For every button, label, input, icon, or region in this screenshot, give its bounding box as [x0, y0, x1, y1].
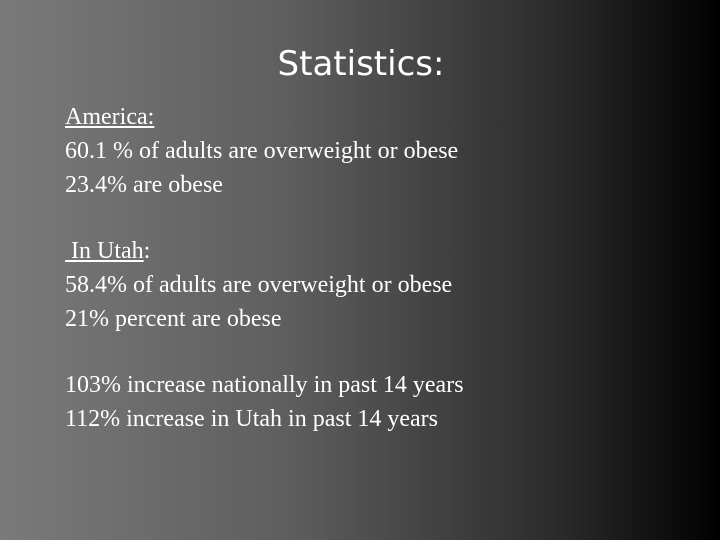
utah-section: In Utah: 58.4% of adults are overweight …	[65, 234, 452, 336]
america-stat-overweight: 60.1 % of adults are overweight or obese	[65, 138, 459, 164]
america-heading-colon: :	[147, 104, 155, 130]
america-stat-obese: 23.4% are obese	[65, 172, 223, 198]
trend-national: 103% increase nationally in past 14 year…	[65, 372, 464, 398]
trends-section: 103% increase nationally in past 14 year…	[65, 368, 464, 436]
utah-stat-obese: 21% percent are obese	[65, 306, 282, 332]
utah-heading-colon: :	[143, 238, 151, 264]
america-heading: America:	[65, 100, 458, 134]
slide-title: Statistics:	[277, 44, 445, 84]
america-section: America: 60.1 % of adults are overweight…	[65, 100, 458, 202]
utah-heading-text: In Utah	[65, 238, 144, 264]
utah-stat-overweight: 58.4% of adults are overweight or obese	[65, 272, 453, 298]
america-heading-text: America	[65, 104, 148, 130]
trend-utah: 112% increase in Utah in past 14 years	[65, 406, 438, 432]
utah-heading: In Utah:	[65, 234, 452, 268]
